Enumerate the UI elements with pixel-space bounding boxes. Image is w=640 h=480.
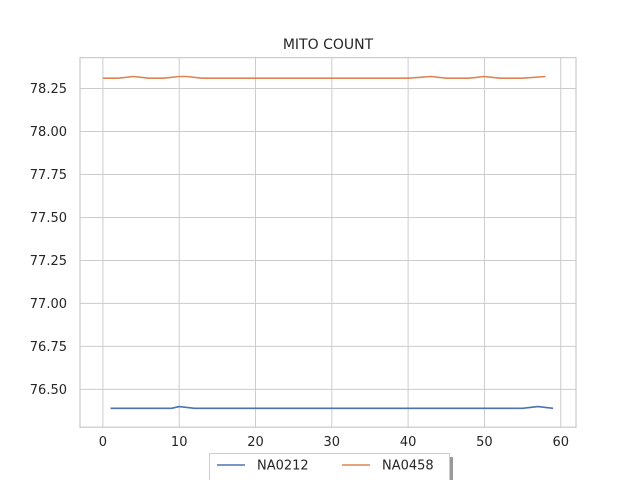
- y-tick-label: 78.25: [30, 82, 67, 97]
- y-tick-label: 76.75: [30, 340, 67, 355]
- series-line-na0212: [110, 405, 554, 410]
- x-tick-label: 10: [171, 435, 188, 450]
- y-tick-label: 77.75: [30, 168, 67, 183]
- x-tick-label: 40: [400, 435, 417, 450]
- y-tick-label: 77.25: [30, 254, 67, 269]
- y-tick-label: 77.00: [30, 297, 67, 312]
- x-tick-label: 20: [247, 435, 264, 450]
- x-tick-label: 60: [552, 435, 569, 450]
- x-tick-label: 30: [324, 435, 341, 450]
- x-tick-label: 0: [99, 435, 107, 450]
- y-tick-label: 76.50: [30, 383, 67, 398]
- legend-box: [209, 453, 450, 480]
- chart-title: MITO COUNT: [283, 37, 374, 53]
- legend-label: NA0212: [257, 459, 309, 474]
- y-tick-label: 77.50: [30, 211, 67, 226]
- series-line-na0458: [102, 75, 546, 80]
- plot-frame: [79, 56, 577, 428]
- grid-layer: [80, 57, 576, 428]
- series-layer: [102, 75, 554, 410]
- x-tick-label: 50: [476, 435, 493, 450]
- legend: NA0212 NA0458: [209, 453, 453, 480]
- y-tick-label: 78.00: [30, 125, 67, 140]
- legend-label: NA0458: [382, 459, 434, 474]
- ticks-layer: 0 10 20 30 40 50 60 76.50 76.75 77.00 77.25 77.50 77…: [30, 82, 569, 450]
